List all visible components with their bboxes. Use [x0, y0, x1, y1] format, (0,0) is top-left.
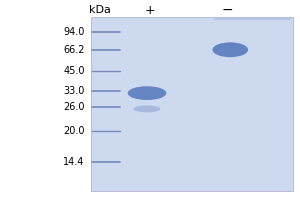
Text: 26.0: 26.0	[63, 102, 85, 112]
Ellipse shape	[212, 42, 248, 57]
Text: +: +	[145, 4, 155, 17]
Text: kDa: kDa	[88, 5, 110, 15]
Text: 20.0: 20.0	[63, 126, 85, 136]
FancyBboxPatch shape	[91, 17, 293, 191]
Text: 33.0: 33.0	[63, 86, 85, 96]
Text: 14.4: 14.4	[63, 157, 85, 167]
Text: 45.0: 45.0	[63, 66, 85, 76]
Text: 94.0: 94.0	[63, 27, 85, 37]
Ellipse shape	[134, 105, 161, 112]
Text: −: −	[221, 3, 233, 17]
Ellipse shape	[128, 86, 166, 100]
Text: 66.2: 66.2	[63, 45, 85, 55]
